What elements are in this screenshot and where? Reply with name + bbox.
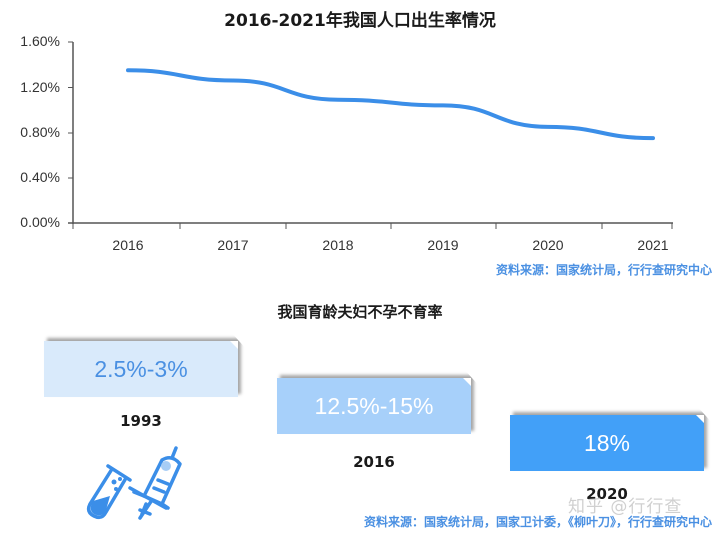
rate-box-2016: 12.5%-15% [277, 378, 471, 434]
rate-box-2020: 18% [510, 415, 704, 471]
x-tick-label: 2019 [427, 237, 459, 253]
y-tick-label: 1.20% [20, 79, 60, 95]
y-tick-label: 1.60% [20, 33, 60, 49]
rate-box-1993: 2.5%-3% [44, 341, 238, 397]
year-label-1993: 1993 [120, 412, 162, 430]
infertility-source-note: 资料来源：国家统计局，国家卫计委，《柳叶刀》，行行查研究中心 [363, 515, 712, 529]
test-tube-syringe-icon [86, 446, 182, 520]
y-axis [68, 41, 74, 224]
y-tick-label: 0.80% [20, 124, 60, 140]
chart-title: 2016-2021年我国人口出生率情况 [224, 11, 496, 31]
year-label-2020: 2020 [586, 485, 628, 503]
x-tick-label: 2016 [112, 237, 144, 253]
x-tick-label: 2021 [637, 237, 669, 253]
year-label-2016: 2016 [353, 453, 395, 471]
watermark: 知乎 @行行查 [568, 497, 683, 517]
chart-source-note: 资料来源：国家统计局，行行查研究中心 [495, 263, 712, 277]
x-axis [68, 222, 673, 229]
y-tick-label: 0.40% [20, 169, 60, 185]
x-tick-label: 2018 [322, 237, 354, 253]
x-tick-label: 2017 [217, 237, 249, 253]
birth-rate-line [126, 68, 655, 141]
x-tick-label: 2020 [532, 237, 564, 253]
infertility-section-title: 我国育龄夫妇不孕不育率 [277, 303, 443, 321]
line-chart [68, 41, 673, 229]
y-tick-label: 0.00% [20, 214, 60, 230]
